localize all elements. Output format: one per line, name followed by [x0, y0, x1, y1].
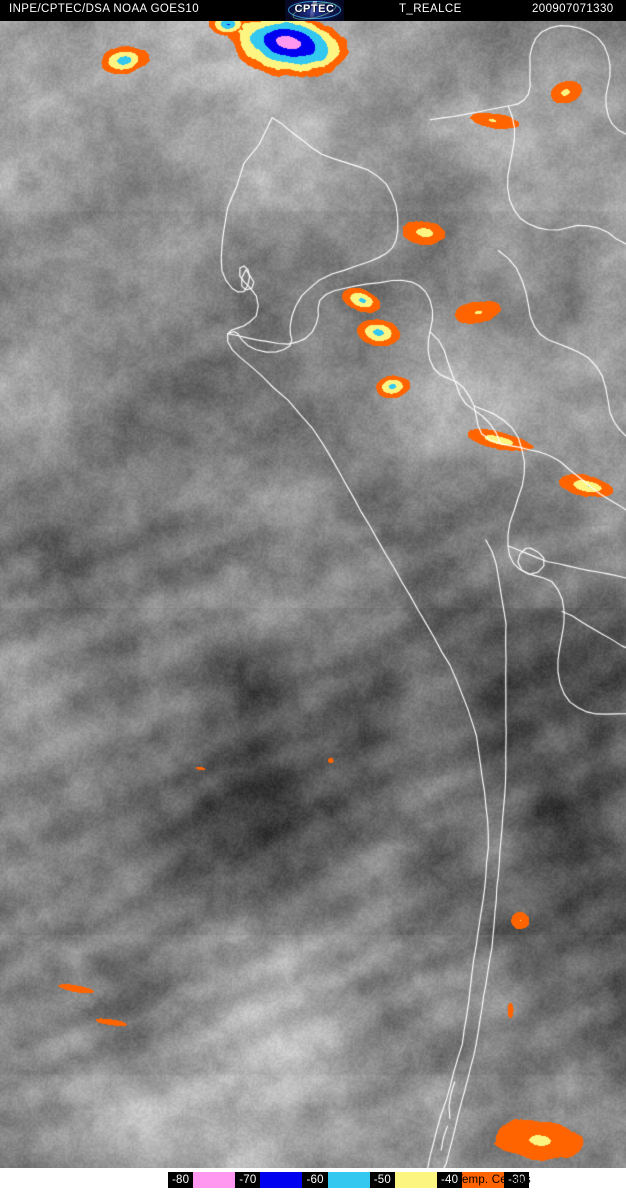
colorbar-swatch-4	[394, 1172, 437, 1188]
observation-timestamp-label: 200907071330	[532, 3, 614, 15]
colorbar-tick-minus30: -30	[504, 1172, 530, 1188]
colorbar-swatch-5	[462, 1172, 505, 1188]
colorbar-tick-minus40: -40	[436, 1172, 463, 1188]
product-name-label: T_REALCE	[399, 3, 462, 15]
colorbar-swatch-1	[193, 1172, 236, 1188]
header-bar: INPE/CPTEC/DSA NOAA GOES10 CPTEC T_REALC…	[0, 0, 626, 21]
satellite-image-panel	[0, 0, 626, 1168]
colorbar-tick-minus70: -70	[235, 1172, 261, 1188]
colorbar-tick-minus60: -60	[302, 1172, 328, 1188]
colorbar-tick-minus50: -50	[369, 1172, 395, 1188]
coastline-and-border-overlay	[0, 0, 626, 1168]
cptec-logo: CPTEC	[285, 0, 344, 21]
temperature-colorbar: -80 -70 -60 -50 -40 -30	[168, 1172, 530, 1188]
satellite-source-label: INPE/CPTEC/DSA NOAA GOES10	[9, 3, 199, 15]
colorbar-swatch-3	[327, 1172, 370, 1188]
colorbar-tick-minus80: -80	[168, 1172, 194, 1188]
colorbar-swatch-2	[260, 1172, 303, 1188]
cptec-logo-text: CPTEC	[294, 3, 335, 15]
legend-bar: -80 -70 -60 -50 -40 -30 Temp. Celsius	[0, 1168, 626, 1192]
colorbar-units-label: Temp. Celsius	[456, 1174, 531, 1186]
